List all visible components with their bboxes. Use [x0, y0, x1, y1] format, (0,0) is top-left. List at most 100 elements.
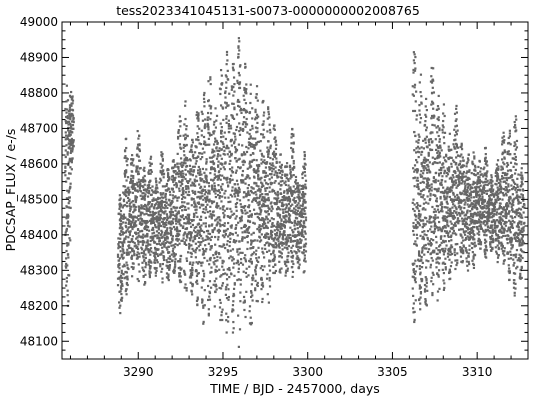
data-point	[188, 242, 191, 246]
data-point	[175, 216, 178, 219]
data-point	[470, 196, 473, 199]
data-point	[191, 293, 194, 296]
data-point	[198, 127, 201, 130]
data-point	[248, 265, 251, 268]
data-point	[265, 187, 269, 190]
data-point	[466, 269, 470, 272]
data-point	[225, 273, 229, 276]
data-point	[164, 233, 167, 236]
data-point	[456, 252, 459, 255]
data-point	[413, 209, 416, 213]
data-point	[277, 237, 280, 241]
data-point	[232, 94, 235, 97]
data-point	[255, 299, 258, 303]
data-point	[430, 148, 434, 152]
data-point	[211, 160, 215, 163]
data-point	[292, 150, 295, 154]
data-point	[121, 227, 124, 231]
data-point	[427, 178, 431, 181]
data-point	[132, 267, 135, 271]
data-point	[231, 66, 235, 69]
data-point	[240, 179, 243, 182]
data-point	[192, 170, 195, 173]
data-point	[459, 228, 463, 231]
data-point	[145, 228, 149, 232]
data-point	[448, 230, 451, 233]
data-point	[282, 238, 285, 241]
data-point	[458, 177, 461, 180]
data-point	[134, 231, 137, 234]
data-point	[196, 196, 199, 199]
data-point	[162, 240, 165, 243]
data-point	[132, 186, 135, 189]
data-point	[125, 261, 128, 264]
data-point	[220, 83, 223, 86]
data-point	[214, 270, 217, 273]
data-point	[436, 117, 439, 120]
data-point	[143, 221, 146, 224]
data-point	[250, 323, 253, 326]
data-point	[438, 151, 441, 154]
data-point	[419, 175, 423, 178]
data-point	[414, 277, 417, 280]
data-point	[291, 240, 295, 243]
data-point	[280, 252, 283, 255]
data-point	[472, 257, 475, 260]
data-point	[119, 219, 123, 223]
data-point	[65, 115, 68, 119]
data-point	[148, 201, 152, 204]
data-point	[229, 215, 232, 218]
data-point	[420, 95, 423, 98]
data-point	[273, 155, 276, 158]
data-point	[237, 263, 240, 266]
data-point	[417, 192, 420, 195]
data-point	[180, 181, 183, 184]
data-point	[192, 197, 195, 201]
data-point	[72, 117, 75, 120]
data-point	[431, 293, 434, 297]
data-point	[275, 225, 278, 228]
data-point	[472, 151, 475, 154]
data-point	[234, 146, 237, 149]
data-point	[463, 206, 466, 210]
data-point	[254, 273, 258, 276]
data-point	[243, 86, 246, 90]
data-point	[471, 220, 474, 224]
data-point	[119, 233, 122, 237]
data-point	[197, 117, 200, 120]
data-point	[226, 249, 229, 252]
data-point	[184, 133, 187, 136]
data-point	[67, 177, 70, 180]
data-point	[274, 139, 278, 142]
data-point	[450, 178, 454, 181]
data-point	[123, 265, 126, 268]
data-point	[120, 284, 123, 287]
data-point	[247, 191, 250, 194]
data-point	[448, 248, 451, 251]
data-point	[439, 183, 442, 186]
data-point	[138, 159, 142, 162]
data-point	[268, 178, 271, 181]
data-point	[125, 293, 128, 296]
data-point	[470, 202, 473, 205]
data-point	[137, 205, 140, 208]
data-point	[206, 195, 209, 198]
data-point	[140, 212, 143, 215]
data-point	[433, 220, 436, 223]
data-point	[235, 113, 239, 116]
data-point	[139, 214, 142, 217]
data-point	[292, 133, 295, 136]
data-point	[473, 233, 476, 237]
data-point	[251, 145, 255, 148]
data-point	[479, 213, 482, 216]
data-point	[172, 244, 175, 247]
data-point	[187, 190, 190, 193]
data-point	[191, 247, 194, 251]
data-point	[445, 153, 448, 156]
data-point	[254, 253, 258, 256]
data-point	[438, 251, 441, 254]
data-point	[142, 205, 146, 208]
data-point	[204, 189, 207, 192]
data-point	[458, 171, 461, 175]
data-point	[176, 135, 180, 139]
